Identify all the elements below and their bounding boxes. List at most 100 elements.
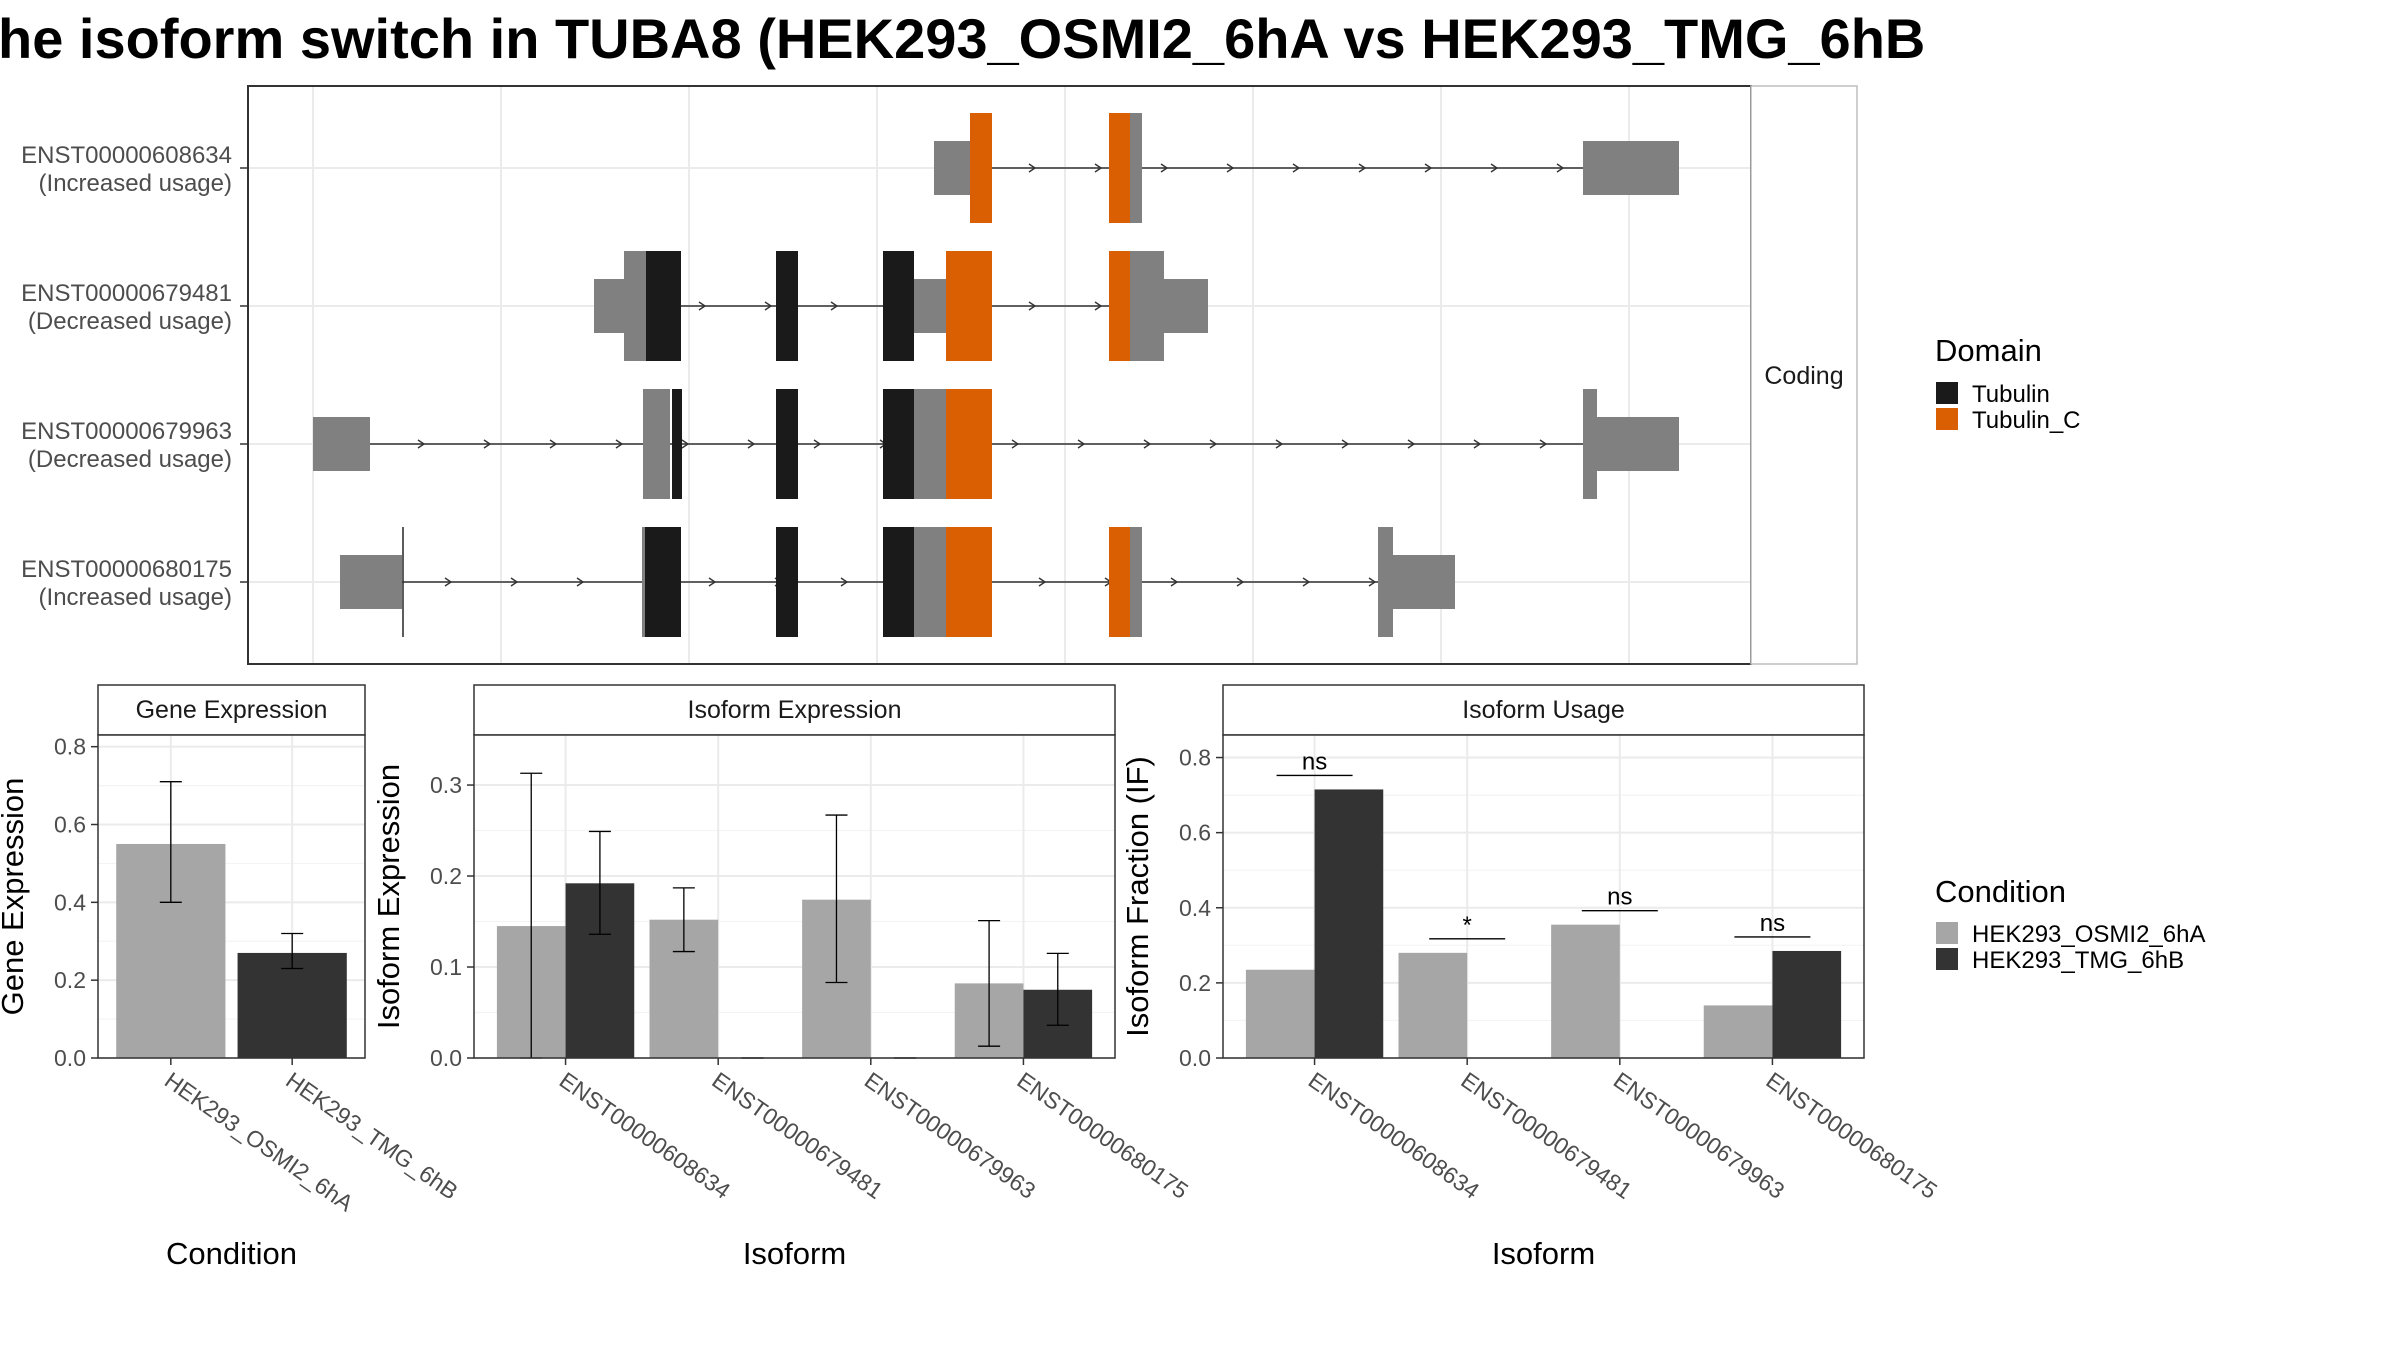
bar xyxy=(1314,789,1384,1058)
transcript-panel-background xyxy=(248,86,1751,664)
intron-arrow xyxy=(1368,577,1377,587)
figure-title: he isoform switch in TUBA8 (HEK293_OSMI2… xyxy=(0,7,1925,70)
exon-domain-tubulin-c xyxy=(946,251,992,361)
legend-swatch-tubulin xyxy=(1936,382,1958,404)
y-axis-title: Isoform Fraction (IF) xyxy=(1120,756,1155,1037)
exon xyxy=(934,141,970,195)
transcript-row-ENST00000679963 xyxy=(313,389,1679,499)
bar xyxy=(1398,952,1468,1058)
y-tick-label: 0.6 xyxy=(54,812,86,838)
intron-arrow xyxy=(1209,439,1218,449)
exon xyxy=(1393,555,1455,609)
plot-border xyxy=(1222,734,1865,1059)
transcript-structure-panel: Coding ENST00000608634(Increased usage)E… xyxy=(21,85,1858,665)
panel-title: Gene Expression xyxy=(136,696,328,724)
y-tick-label: 0.4 xyxy=(54,889,86,915)
significance-label: * xyxy=(1463,912,1472,939)
legend-label-tubulin: Tubulin xyxy=(1972,381,2050,408)
intron-arrow xyxy=(698,301,707,311)
row-label-id: ENST00000608634 xyxy=(21,142,232,169)
exon xyxy=(313,417,370,471)
y-tick-label: 0.2 xyxy=(430,863,462,889)
y-tick-label: 0.1 xyxy=(430,954,462,980)
exon xyxy=(1583,141,1630,195)
exon-domain-tubulin xyxy=(645,527,681,637)
y-axis-title: Isoform Expression xyxy=(371,764,406,1029)
exon xyxy=(1630,141,1679,195)
intron-arrow xyxy=(1302,577,1311,587)
plot-border xyxy=(97,734,366,1059)
panel-strip xyxy=(97,684,366,736)
exon xyxy=(624,251,646,361)
intron-arrow xyxy=(576,577,585,587)
transcript-row-ENST00000608634 xyxy=(934,113,1679,223)
legend-label-tmg: HEK293_TMG_6hB xyxy=(1972,947,2184,974)
y-tick-label: 0.8 xyxy=(1179,745,1211,771)
exon-domain-tubulin-c xyxy=(1109,113,1130,223)
x-axis-title: Condition xyxy=(166,1236,297,1271)
intron-arrow xyxy=(417,439,426,449)
row-label-id: ENST00000679963 xyxy=(21,418,232,445)
exon-domain-tubulin xyxy=(883,527,914,637)
panel-title: Isoform Usage xyxy=(1462,696,1625,724)
y-tick-label: 0.3 xyxy=(430,772,462,798)
exon-domain-tubulin xyxy=(776,527,798,637)
y-tick-label: 0.4 xyxy=(1179,895,1211,921)
exon-domain-tubulin-c xyxy=(1109,251,1130,361)
intron-arrow xyxy=(549,439,558,449)
exon xyxy=(914,389,946,499)
isoform-expression-panel: Isoform Expression0.00.10.20.3ENST000006… xyxy=(371,684,1193,1271)
plot-border xyxy=(473,734,1116,1059)
intron-arrow xyxy=(444,577,453,587)
exon xyxy=(594,279,624,333)
intron-arrow xyxy=(1094,301,1103,311)
y-tick-label: 0.2 xyxy=(1179,970,1211,996)
domain-legend: Domain Tubulin Tubulin_C xyxy=(1935,333,2081,434)
y-tick-label: 0.0 xyxy=(54,1045,86,1071)
exon-domain-tubulin-c xyxy=(970,113,992,223)
legend-label-osmi2: HEK293_OSMI2_6hA xyxy=(1972,921,2205,948)
y-tick-label: 0.0 xyxy=(1179,1045,1211,1071)
gene-expression-panel: Gene Expression0.00.20.40.60.8HEK293_OSM… xyxy=(0,684,463,1271)
transcript-row-ENST00000679481 xyxy=(594,251,1208,361)
bar xyxy=(1551,924,1620,1058)
intron-arrow xyxy=(483,439,492,449)
exon xyxy=(340,555,402,609)
exon xyxy=(1164,279,1208,333)
intron-arrow xyxy=(1358,163,1367,173)
row-label-id: ENST00000679481 xyxy=(21,280,232,307)
exon xyxy=(1378,527,1393,637)
isoform-usage-panel: Isoform Usage0.00.20.40.60.8ENST00000608… xyxy=(1120,684,1942,1271)
row-label-note: (Decreased usage) xyxy=(28,308,232,335)
y-axis-title: Gene Expression xyxy=(0,778,30,1016)
transcript-row-labels: ENST00000608634(Increased usage) ENST0000… xyxy=(21,142,248,611)
intron-arrow xyxy=(1226,163,1235,173)
exon xyxy=(1130,251,1164,361)
bar xyxy=(1245,969,1315,1058)
exon xyxy=(1130,527,1142,637)
row-label-note: (Increased usage) xyxy=(39,170,232,197)
bar xyxy=(1772,950,1842,1058)
intron-arrow xyxy=(813,439,822,449)
legend-label-tubulin-c: Tubulin_C xyxy=(1972,407,2081,434)
intron-arrow xyxy=(830,301,839,311)
intron-arrow xyxy=(1170,577,1179,587)
exon xyxy=(914,279,946,333)
transcript-rows xyxy=(313,113,1679,637)
bar xyxy=(237,952,347,1058)
intron-arrow xyxy=(1424,163,1433,173)
intron-arrow xyxy=(708,577,717,587)
transcript-panel-strip xyxy=(1750,85,1858,665)
significance-label: ns xyxy=(1760,910,1785,937)
intron-arrow xyxy=(681,439,690,449)
row-label-note: (Decreased usage) xyxy=(28,446,232,473)
transcript-row-ENST00000680175 xyxy=(340,527,1455,637)
exon-domain-tubulin-c xyxy=(1109,527,1130,637)
legend-swatch-osmi2 xyxy=(1936,922,1958,944)
intron-arrow xyxy=(1539,439,1548,449)
intron-arrow xyxy=(764,301,773,311)
exon xyxy=(1130,113,1142,223)
exon-domain-tubulin-c xyxy=(946,389,992,499)
exon xyxy=(914,527,946,637)
y-tick-label: 0.0 xyxy=(430,1045,462,1071)
